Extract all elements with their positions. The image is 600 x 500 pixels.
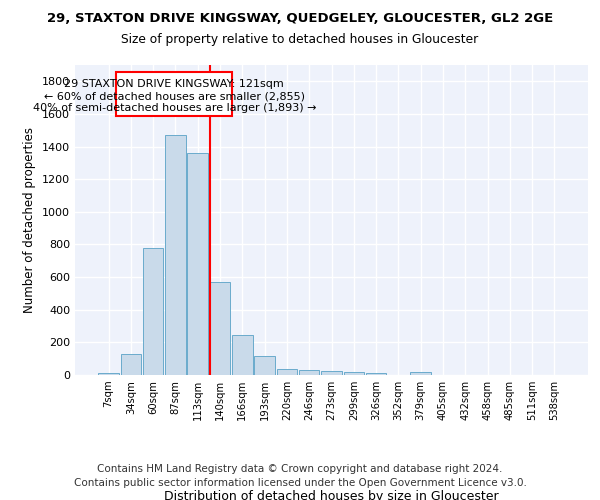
Bar: [344, 372, 364, 375]
Bar: [232, 335, 253, 375]
Y-axis label: Number of detached properties: Number of detached properties: [23, 127, 37, 313]
Bar: [143, 248, 163, 375]
Bar: [299, 370, 319, 375]
Bar: [277, 370, 297, 375]
Bar: [366, 372, 386, 375]
Text: 29 STAXTON DRIVE KINGSWAY: 121sqm: 29 STAXTON DRIVE KINGSWAY: 121sqm: [64, 79, 284, 89]
Bar: [165, 135, 186, 375]
Bar: [121, 354, 141, 375]
Bar: [210, 282, 230, 375]
Text: Size of property relative to detached houses in Gloucester: Size of property relative to detached ho…: [121, 32, 479, 46]
Bar: [254, 356, 275, 375]
X-axis label: Distribution of detached houses by size in Gloucester: Distribution of detached houses by size …: [164, 490, 499, 500]
Text: 29, STAXTON DRIVE KINGSWAY, QUEDGELEY, GLOUCESTER, GL2 2GE: 29, STAXTON DRIVE KINGSWAY, QUEDGELEY, G…: [47, 12, 553, 26]
Text: ← 60% of detached houses are smaller (2,855): ← 60% of detached houses are smaller (2,…: [44, 91, 305, 101]
Bar: [410, 372, 431, 375]
Bar: [187, 153, 208, 375]
Text: 40% of semi-detached houses are larger (1,893) →: 40% of semi-detached houses are larger (…: [32, 103, 316, 113]
Bar: [321, 371, 342, 375]
Bar: [116, 72, 232, 116]
Text: Contains HM Land Registry data © Crown copyright and database right 2024.
Contai: Contains HM Land Registry data © Crown c…: [74, 464, 526, 487]
Bar: [98, 372, 119, 375]
